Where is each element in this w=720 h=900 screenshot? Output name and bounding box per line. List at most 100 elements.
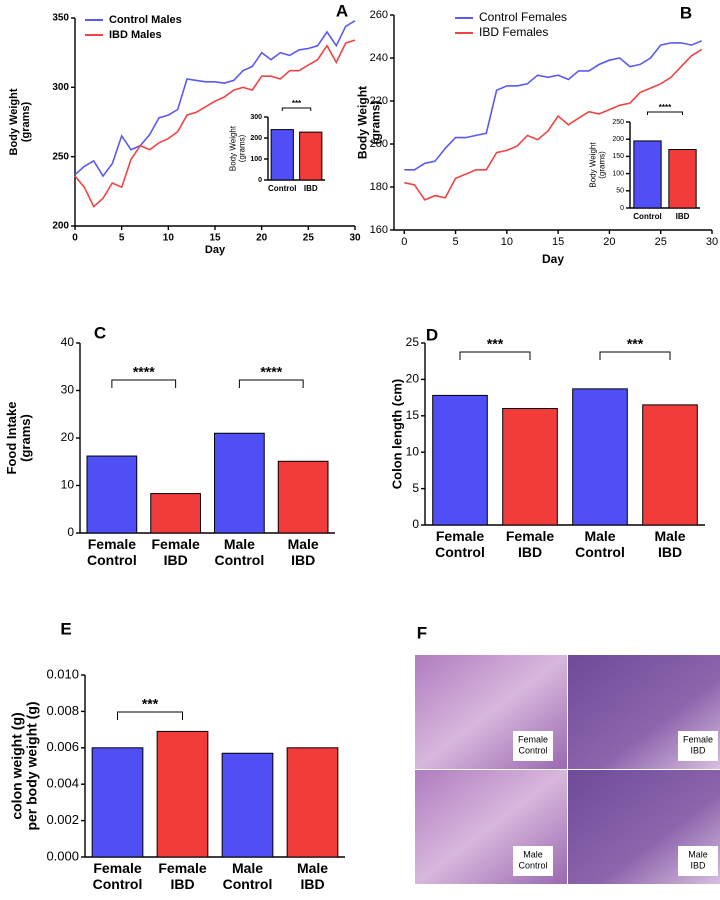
y-tick-label: 0.000 [46,848,79,863]
y-axis-title: Colon length (cm) [389,379,404,490]
x-tick-label: 30 [706,236,718,248]
y-tick-label: 0 [67,525,74,539]
y-tick-label: 10 [406,444,420,458]
x-tick-label: Male IBD [288,536,319,568]
x-tick-label: Female Control [87,536,137,568]
legend-label: Control Females [479,10,567,24]
x-tick-label: Female Control [435,528,485,560]
image-label: Male IBD [688,850,708,871]
significance-label: *** [292,99,302,108]
panel-letter: D [426,325,438,344]
bar [150,493,201,534]
y-tick-label: 50 [616,188,624,195]
bar [270,129,294,181]
x-tick-label: IBD [676,212,690,221]
line-series [404,48,703,201]
x-tick-label: Male IBD [297,860,328,892]
x-tick-label: Female IBD [506,528,554,560]
y-tick-label: 150 [612,153,624,160]
x-tick-label: 5 [119,233,125,244]
y-tick-label: 0.004 [46,776,79,791]
significance-bracket [238,379,304,388]
x-axis-title: Day [542,252,564,266]
y-tick-label: 0.002 [46,812,79,827]
y-tick-label: 25 [406,335,420,349]
x-tick-label: 10 [163,233,175,244]
image-label-box [513,731,553,761]
bar [642,404,698,526]
bar [299,131,323,181]
y-tick-label: 160 [370,224,388,236]
significance-bracket [111,379,177,388]
x-tick-label: Female Control [93,860,143,892]
x-tick-label: IBD [304,184,318,193]
bar [572,388,628,526]
x-tick-label: 5 [452,236,458,248]
x-axis-title: Day [205,244,226,256]
y-axis-title: Body Weight(grams) [8,88,32,155]
line-series [404,40,703,171]
x-tick-label: Male Control [223,860,273,892]
legend-label: IBD Females [479,25,548,39]
legend-label: IBD Males [109,29,162,41]
bar [221,752,274,858]
y-tick-label: 250 [52,151,69,162]
y-tick-label: 0 [620,205,624,212]
y-tick-label: 300 [250,114,262,121]
significance-bracket [117,711,183,720]
x-tick-label: 0 [72,233,78,244]
panel-letter: A [336,1,348,20]
x-tick-label: Male IBD [654,528,685,560]
legend-label: Control Males [109,14,182,26]
x-tick-label: 15 [552,236,564,248]
y-tick-label: 100 [250,156,262,163]
image-label: Female Control [518,735,548,756]
x-tick-label: 25 [655,236,667,248]
bar [86,455,138,534]
significance-bracket [599,351,671,360]
y-tick-label: 100 [612,170,624,177]
x-tick-label: 10 [501,236,513,248]
y-tick-label: 5 [412,481,419,495]
x-tick-label: Control [633,212,661,221]
bar [668,149,697,209]
y-tick-label: 200 [370,138,388,150]
y-tick-label: 200 [250,135,262,142]
bar [502,408,558,526]
x-tick-label: Control [268,184,296,193]
x-tick-label: 0 [401,236,407,248]
significance-label: *** [142,696,159,712]
significance-bracket [647,111,683,115]
significance-label: *** [627,336,644,352]
panel-letter: E [60,619,71,638]
x-tick-label: Male Control [214,536,264,568]
x-tick-label: 20 [256,233,268,244]
y-tick-label: 20 [61,430,75,444]
y-axis-title: Body Weight(grams) [356,86,383,159]
y-axis-title: colon weight (g)per body weight (g) [8,701,39,830]
x-tick-label: 15 [209,233,221,244]
y-axis-title: Body Weight(grams) [589,142,607,188]
y-tick-label: 180 [370,181,388,193]
significance-label: *** [487,336,504,352]
image-label: Female IBD [683,735,713,756]
significance-label: **** [260,364,282,380]
y-tick-label: 220 [370,95,388,107]
y-tick-label: 10 [61,478,75,492]
y-tick-label: 200 [52,221,69,232]
x-tick-label: Female IBD [152,536,200,568]
image-label-box [513,846,553,876]
bar [277,460,329,534]
x-tick-label: Female IBD [158,860,206,892]
panel-letter: C [94,323,106,342]
significance-bracket [281,107,312,111]
line-series [74,20,356,178]
bar [286,747,339,858]
x-tick-label: Male Control [575,528,625,560]
y-axis-title: Food Intake(grams) [4,402,33,475]
bar [432,394,488,526]
y-tick-label: 20 [406,372,420,386]
significance-bracket [459,351,531,360]
image-label-box [678,846,718,876]
